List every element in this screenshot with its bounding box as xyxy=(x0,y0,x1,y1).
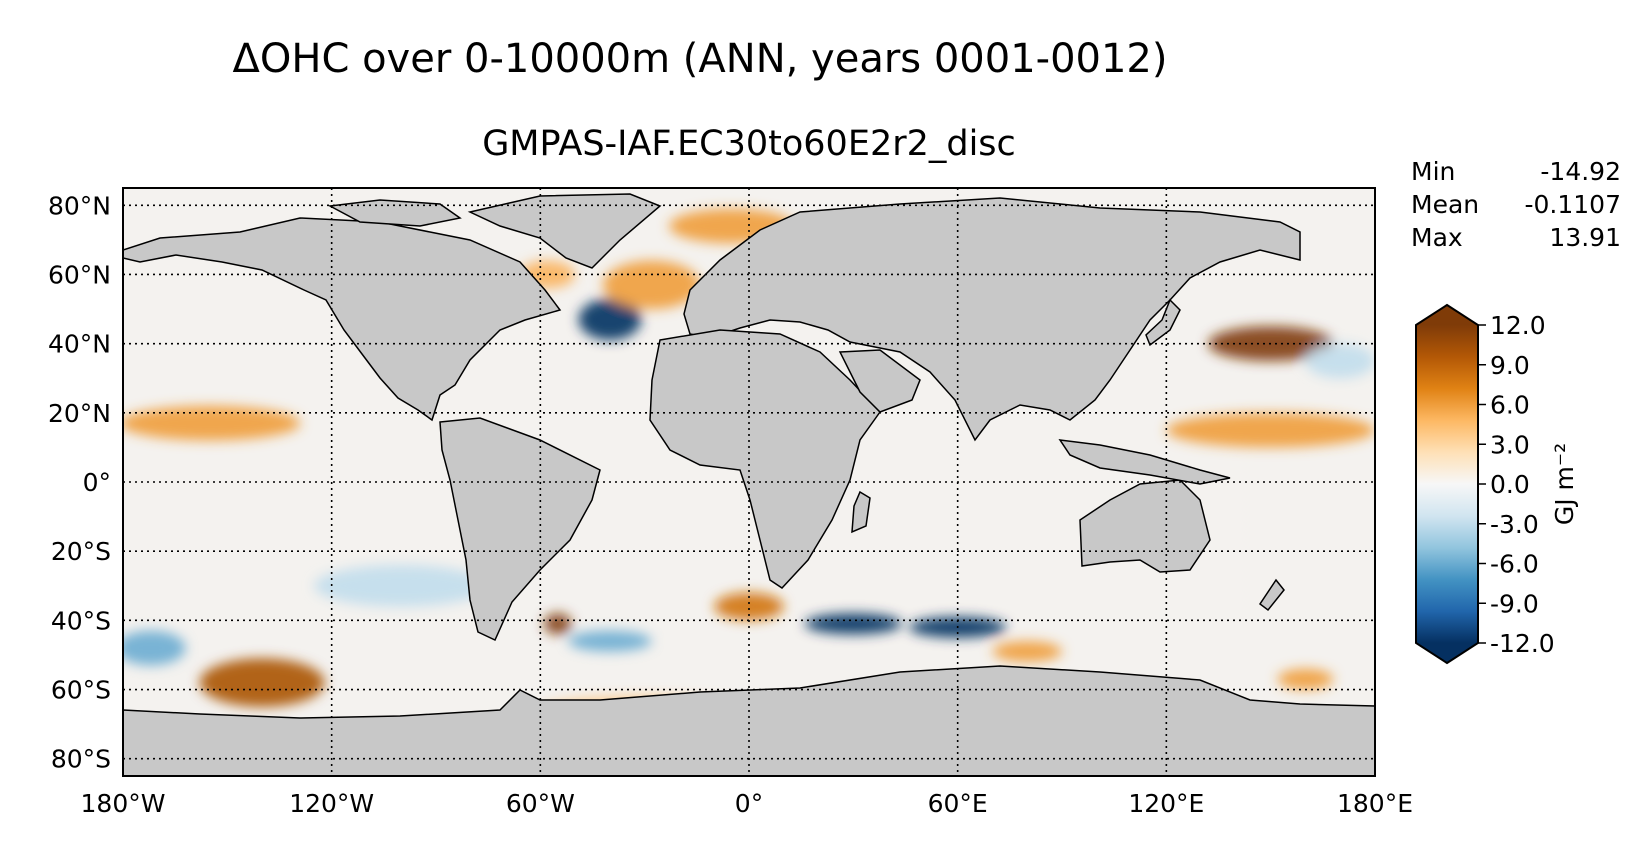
anomaly-patch xyxy=(123,405,301,441)
stat-max-value: 13.91 xyxy=(1549,223,1621,252)
colorbar-tick-label: -9.0 xyxy=(1490,589,1539,618)
colorbar-tick-label: -3.0 xyxy=(1490,510,1539,539)
colorbar-tick-label: 9.0 xyxy=(1490,351,1530,380)
land-masses xyxy=(123,193,1375,776)
stat-mean: Mean -0.1107 xyxy=(1411,188,1621,221)
land-greenland xyxy=(467,193,662,269)
land-north-america xyxy=(123,217,562,422)
lon-tick-label: 60°E xyxy=(928,789,988,818)
land-japan xyxy=(1145,298,1181,347)
land-south-america xyxy=(439,417,601,642)
map-area xyxy=(123,188,1375,776)
land-africa xyxy=(649,329,881,589)
anomaly-patch xyxy=(804,613,903,635)
lat-tick-label: 60°S xyxy=(51,676,111,705)
anomaly-patch xyxy=(714,592,784,621)
land-arabia xyxy=(838,349,921,413)
anomaly-patch xyxy=(543,613,572,635)
lon-tick-label: 0° xyxy=(735,789,763,818)
anomaly-patch xyxy=(1166,412,1375,448)
land-arctic-islands xyxy=(327,199,462,227)
lon-tick-label: 60°W xyxy=(506,789,575,818)
gridlines xyxy=(123,188,1375,776)
lon-tick-label: 120°E xyxy=(1128,789,1204,818)
land-new-zealand xyxy=(1258,578,1285,612)
anomaly-patch xyxy=(1305,343,1375,379)
stat-min-value: -14.92 xyxy=(1540,157,1621,186)
land-madagascar xyxy=(851,490,871,534)
lat-tick-label: 40°S xyxy=(51,606,111,635)
stat-min-label: Min xyxy=(1411,157,1456,186)
colorbar-tick-label: 12.0 xyxy=(1490,311,1546,340)
colorbar-tick-label: -12.0 xyxy=(1490,629,1555,658)
stat-max-label: Max xyxy=(1411,223,1463,252)
lat-tick-label: 0° xyxy=(83,468,111,497)
anomaly-patch xyxy=(568,630,652,652)
lat-tick-label: 20°N xyxy=(48,399,111,428)
lon-tick-label: 120°W xyxy=(289,789,374,818)
colorbar-tick-label: -6.0 xyxy=(1490,550,1539,579)
anomaly-patch xyxy=(602,260,701,310)
anomaly-patch xyxy=(199,658,325,707)
land-eurasia xyxy=(683,197,1301,442)
colorbar-extend-min xyxy=(1416,643,1478,663)
longitude-ticks: 180°W 120°W 60°W 0° 60°E 120°E 180°E xyxy=(81,789,1413,818)
figure-title: ΔOHC over 0-10000m (ANN, years 0001-0012… xyxy=(232,36,1168,82)
colorbar-unit-label: GJ m⁻² xyxy=(1550,443,1579,525)
lat-tick-label: 40°N xyxy=(48,330,111,359)
stat-min: Min -14.92 xyxy=(1411,155,1621,188)
stat-mean-value: -0.1107 xyxy=(1524,190,1622,219)
stats-box: Min -14.92 Mean -0.1107 Max 13.91 xyxy=(1411,155,1621,254)
lon-tick-label: 180°W xyxy=(81,789,166,818)
colorbar-extend-max xyxy=(1416,305,1478,325)
colorbar-ticks: 12.0 9.0 6.0 3.0 0.0 -3.0 -6.0 -9.0 -12.0 xyxy=(1478,311,1555,658)
colorbar: 12.0 9.0 6.0 3.0 0.0 -3.0 -6.0 -9.0 -12.0 GJ m⁻² xyxy=(1415,303,1579,665)
lon-tick-label: 180°E xyxy=(1337,789,1413,818)
anomaly-patch xyxy=(992,641,1062,662)
colorbar-bar xyxy=(1416,325,1478,643)
land-southeast-asia-islands xyxy=(1058,439,1231,485)
stat-mean-label: Mean xyxy=(1411,190,1480,219)
colorbar-tick-label: 0.0 xyxy=(1490,470,1530,499)
latitude-ticks: 80°N 60°N 40°N 20°N 0° 20°S 40°S 60°S 80°S xyxy=(48,191,111,773)
stat-max: Max 13.91 xyxy=(1411,221,1621,254)
anomaly-patch xyxy=(314,565,489,607)
lat-tick-label: 80°N xyxy=(48,191,111,220)
land-antarctica xyxy=(123,665,1375,776)
map-subtitle: GMPAS-IAF.EC30to60E2r2_disc xyxy=(482,124,1016,164)
anomaly-patch xyxy=(123,630,186,666)
lat-tick-label: 80°S xyxy=(51,745,111,774)
colorbar-tick-label: 6.0 xyxy=(1490,391,1530,420)
land-australia xyxy=(1079,479,1211,573)
map-frame xyxy=(122,187,1376,777)
anomaly-patch xyxy=(1277,668,1334,690)
lat-tick-label: 20°S xyxy=(51,537,111,566)
anomaly-patch xyxy=(578,298,642,341)
colorbar-tick-label: 3.0 xyxy=(1490,430,1530,459)
lat-tick-label: 60°N xyxy=(48,260,111,289)
